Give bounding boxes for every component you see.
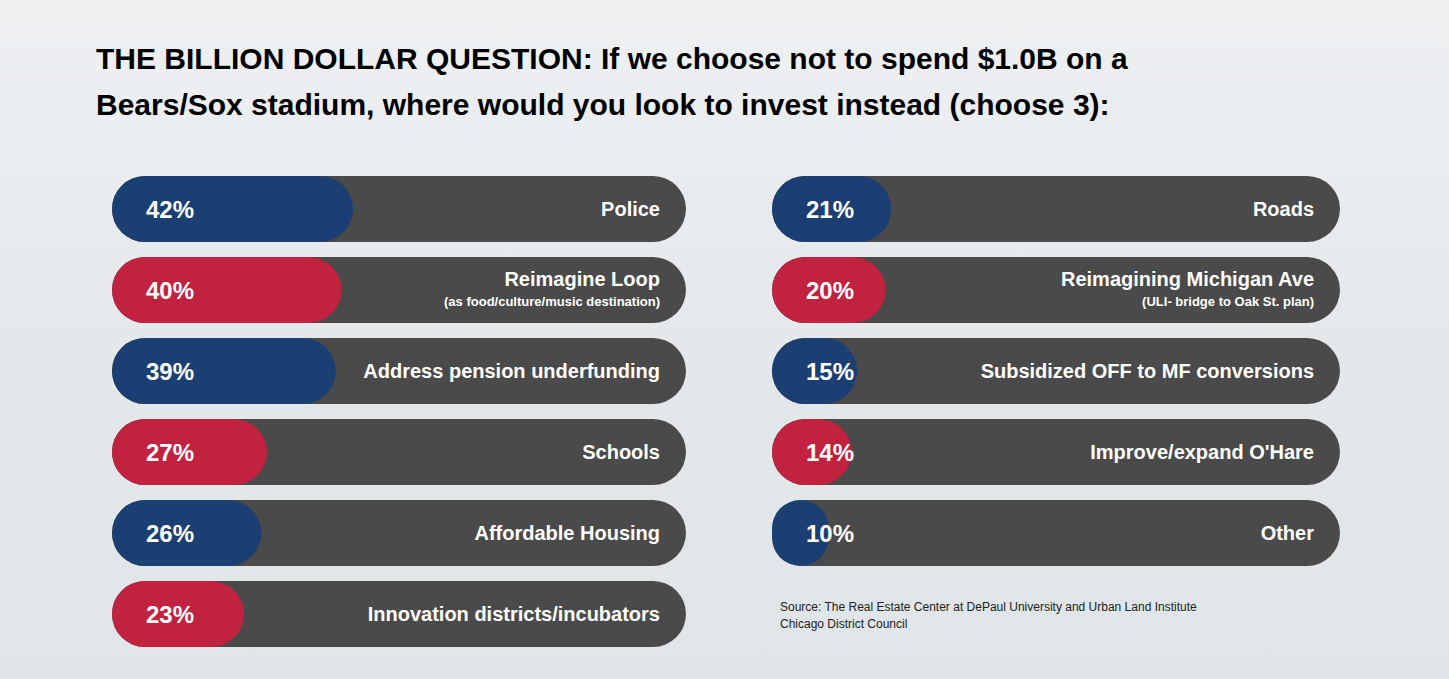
svg-text:10%: 10%	[806, 520, 854, 547]
svg-text:40%: 40%	[146, 277, 194, 304]
svg-text:26%: 26%	[146, 520, 194, 547]
svg-text:Roads: Roads	[1253, 198, 1314, 220]
svg-text:15%: 15%	[806, 358, 854, 385]
svg-text:(ULI- bridge to Oak St. plan): (ULI- bridge to Oak St. plan)	[1142, 294, 1314, 309]
svg-text:27%: 27%	[146, 439, 194, 466]
svg-text:(as food/culture/music destina: (as food/culture/music destination)	[444, 294, 660, 309]
svg-text:42%: 42%	[146, 196, 194, 223]
svg-text:Police: Police	[601, 198, 660, 220]
svg-text:Improve/expand O'Hare: Improve/expand O'Hare	[1090, 441, 1314, 463]
svg-text:14%: 14%	[806, 439, 854, 466]
html-text:Source: The Real Estate Center: Source: The Real Estate Center at DePaul…	[780, 600, 1197, 631]
svg-text:Affordable Housing: Affordable Housing	[474, 522, 660, 544]
svg-text:20%: 20%	[806, 277, 854, 304]
svg-text:Subsidized OFF to MF conversio: Subsidized OFF to MF conversions	[981, 360, 1314, 382]
svg-text:23%: 23%	[146, 601, 194, 628]
svg-text:39%: 39%	[146, 358, 194, 385]
svg-text:Reimagining Michigan Ave: Reimagining Michigan Ave	[1061, 268, 1314, 290]
svg-text:Reimagine Loop: Reimagine Loop	[504, 268, 660, 290]
svg-text:21%: 21%	[806, 196, 854, 223]
svg-text:Schools: Schools	[582, 441, 660, 463]
html-text:THE BILLION DOLLAR QUESTION: I: THE BILLION DOLLAR QUESTION: If we choos…	[96, 42, 1128, 121]
svg-text:Innovation districts/incubator: Innovation districts/incubators	[368, 603, 660, 625]
svg-text:Address pension underfunding: Address pension underfunding	[363, 360, 660, 382]
svg-text:Other: Other	[1261, 522, 1315, 544]
